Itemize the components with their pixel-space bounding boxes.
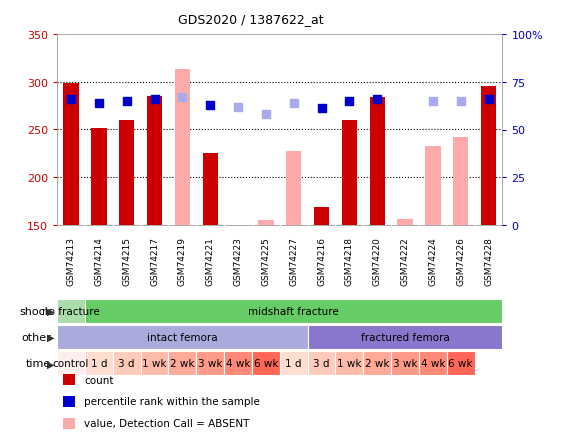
Bar [447,352,475,375]
Text: GSM74216: GSM74216 [317,237,326,286]
Text: GSM74222: GSM74222 [400,237,409,286]
Text: 3 d: 3 d [313,358,330,368]
Text: 2 wk: 2 wk [170,358,195,368]
Bar [147,97,162,226]
Point [484,96,493,103]
Point [66,96,75,103]
Text: 4 wk: 4 wk [421,358,445,368]
Text: percentile rank within the sample: percentile rank within the sample [84,397,260,406]
Text: GSM74218: GSM74218 [345,237,354,286]
Bar [308,326,502,349]
Text: time: time [26,358,51,368]
Bar [203,154,218,226]
Text: 6 wk: 6 wk [254,358,278,368]
Bar [57,326,308,349]
Text: 1 wk: 1 wk [142,358,167,368]
Text: 1 d: 1 d [91,358,107,368]
Point [373,96,382,103]
Bar [397,219,413,226]
Text: no fracture: no fracture [42,306,100,316]
Text: 3 d: 3 d [118,358,135,368]
Text: GSM74215: GSM74215 [122,237,131,286]
Text: GSM74214: GSM74214 [94,237,103,286]
Text: 1 wk: 1 wk [337,358,361,368]
Bar [196,352,224,375]
Text: 3 wk: 3 wk [198,358,223,368]
Bar [91,128,107,226]
Text: GSM74223: GSM74223 [234,237,243,286]
Bar [419,352,447,375]
Point [456,98,465,105]
Text: 3 wk: 3 wk [393,358,417,368]
Point [317,106,326,113]
Bar [369,98,385,226]
Text: control: control [53,358,89,368]
Bar [335,352,363,375]
Bar [280,352,308,375]
Text: ▶: ▶ [47,332,54,342]
Point [262,112,271,118]
Text: GSM74225: GSM74225 [262,237,271,286]
Text: ▶: ▶ [47,358,54,368]
Text: midshaft fracture: midshaft fracture [248,306,339,316]
Bar [341,121,357,226]
Point [234,104,243,111]
Bar [112,352,140,375]
Point [178,94,187,101]
Text: GSM74220: GSM74220 [373,237,382,286]
Text: value, Detection Call = ABSENT: value, Detection Call = ABSENT [84,418,250,428]
Text: 6 wk: 6 wk [448,358,473,368]
Point [428,98,437,105]
Text: 2 wk: 2 wk [365,358,389,368]
Text: intact femora: intact femora [147,332,218,342]
Bar [224,352,252,375]
Text: other: other [22,332,51,342]
Point [94,100,103,107]
Text: GSM74227: GSM74227 [289,237,298,286]
Text: GSM74219: GSM74219 [178,237,187,286]
Point [206,102,215,109]
Text: GSM74221: GSM74221 [206,237,215,286]
Text: GSM74224: GSM74224 [428,237,437,286]
Text: GSM74228: GSM74228 [484,237,493,286]
Point [122,98,131,105]
Bar [57,299,85,323]
Point [150,96,159,103]
Text: 1 d: 1 d [286,358,302,368]
Text: GSM74217: GSM74217 [150,237,159,286]
Text: GDS2020 / 1387622_at: GDS2020 / 1387622_at [178,13,324,26]
Bar [453,138,468,226]
Bar [391,352,419,375]
Bar [119,121,134,226]
Bar [363,352,391,375]
Text: fractured femora: fractured femora [361,332,449,342]
Point [345,98,354,105]
Bar [140,352,168,375]
Bar [286,151,301,226]
Bar [63,83,79,226]
Bar [252,352,280,375]
Text: ▶: ▶ [47,306,54,316]
Bar [175,70,190,226]
Text: GSM74226: GSM74226 [456,237,465,286]
Bar [258,221,274,226]
Text: GSM74213: GSM74213 [66,237,75,286]
Bar [425,146,441,226]
Text: shock: shock [19,306,51,316]
Bar [85,352,113,375]
Point [289,100,298,107]
Text: count: count [84,375,114,385]
Text: 4 wk: 4 wk [226,358,250,368]
Bar [481,87,496,226]
Bar [314,207,329,226]
Bar [168,352,196,375]
Bar [57,352,85,375]
Bar [308,352,336,375]
